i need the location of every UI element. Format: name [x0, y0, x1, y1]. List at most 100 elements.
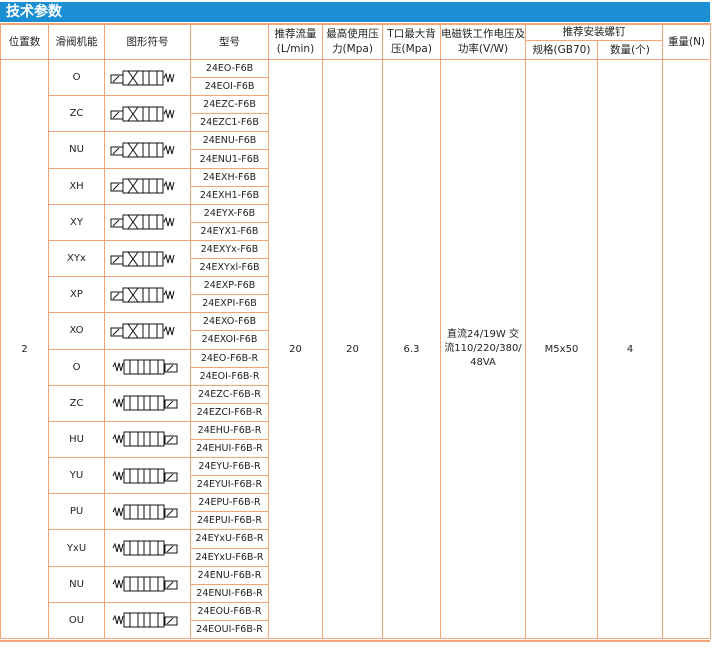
symbol-cell: [104, 131, 191, 169]
valve-symbol-icon: [110, 106, 174, 122]
symbol-cell: [104, 601, 191, 640]
spool-function-cell: ZC: [48, 95, 105, 133]
model-cell: 24EXOI-F6B: [190, 330, 269, 350]
symbol-cell: [104, 384, 191, 422]
symbol-cell: [104, 529, 191, 567]
spool-function-cell: XYx: [48, 239, 105, 278]
spool-function-cell: XP: [48, 276, 105, 314]
model-cell: 24EOI-F6B-R: [190, 366, 269, 386]
model-cell: 24ENUI-F6B-R: [190, 583, 269, 603]
header-voltage-power: 电磁铁工作电压及功率(V/W): [440, 23, 526, 60]
model-cell: 24EO-F6B: [190, 58, 269, 79]
spool-function-cell: NU: [48, 131, 105, 169]
symbol-cell: [104, 203, 191, 241]
symbol-cell: [104, 239, 191, 278]
valve-symbol-icon: [110, 70, 174, 86]
header-screw-spec: 规格(GB70): [525, 40, 598, 60]
spool-function-cell: YU: [48, 457, 105, 495]
table-row: XH 24EXH-F6B: [1, 167, 711, 205]
section-title: 技术参数: [0, 2, 710, 22]
model-cell: 24EZC1-F6B: [190, 113, 269, 133]
model-cell: 24EYUI-F6B-R: [190, 475, 269, 495]
model-cell: 24EYX-F6B: [190, 203, 269, 223]
header-t-back-pressure: T口最大背压(Mpa): [382, 23, 441, 60]
table-row: NU 24ENU-F6B: [1, 131, 711, 169]
model-cell: 24EYU-F6B-R: [190, 457, 269, 477]
table-row: 24EYX1-F6B: [1, 221, 711, 241]
symbol-cell: [104, 565, 191, 603]
table-row: 2 O 24EO-F6B 20 20 6.3 直流24/19W 交流110/220/380/…: [0, 58, 711, 639]
model-cell: 24EXP-F6B: [190, 276, 269, 296]
table-row: O 24EO-F6B-R: [1, 348, 711, 386]
header-symbol: 图形符号: [104, 23, 191, 60]
table-row: NU 24ENU-F6B-R: [1, 565, 711, 603]
table-row: 24EXH1-F6B: [1, 185, 711, 205]
spool-function-cell: XH: [48, 167, 105, 205]
model-cell: 24EXH-F6B: [190, 167, 269, 187]
valve-symbol-icon: [110, 287, 174, 303]
model-cell: 24EOUI-F6B-R: [190, 619, 269, 640]
screw-qty-cell: 4: [597, 59, 663, 639]
positions-cell: 2: [0, 59, 49, 639]
model-cell: 24EOU-F6B-R: [190, 601, 269, 621]
valve-symbol-icon: [110, 142, 174, 158]
spool-function-cell: NU: [48, 565, 105, 603]
model-cell: 24EZCI-F6B-R: [190, 402, 269, 422]
table-row: YU 24EYU-F6B-R: [1, 457, 711, 495]
model-cell: 24EYX1-F6B: [190, 221, 269, 241]
model-cell: 24EZC-F6B-R: [190, 384, 269, 404]
t-back-pressure-cell: 6.3: [382, 59, 441, 639]
model-cell: 24EPUI-F6B-R: [190, 511, 269, 531]
model-cell: 24EO-F6B-R: [190, 348, 269, 368]
table-row: PU 24EPU-F6B-R: [1, 493, 711, 531]
symbol-cell: [104, 348, 191, 386]
model-cell: 24EXPI-F6B: [190, 294, 269, 314]
valve-symbol-icon: [112, 540, 177, 556]
valve-symbol-icon: [112, 504, 177, 520]
table-row: HU 24EHU-F6B-R: [1, 420, 711, 459]
symbol-cell: [104, 420, 191, 459]
symbol-cell: [104, 58, 191, 97]
valve-symbol-icon: [112, 468, 177, 484]
header-screw-qty: 数量(个): [597, 40, 663, 60]
spool-function-cell: O: [48, 348, 105, 386]
table-row: ZC 24EZC-F6B: [1, 95, 711, 133]
valve-symbol-icon: [112, 395, 177, 411]
spool-function-cell: PU: [48, 493, 105, 531]
table-row: XO 24EXO-F6B: [1, 312, 711, 350]
model-cell: 24EXYxl-F6B: [190, 258, 269, 278]
valve-symbol-icon: [112, 359, 177, 375]
table-bottom-rule: [0, 640, 710, 642]
weight-cell: [662, 59, 711, 639]
spool-function-cell: XY: [48, 203, 105, 241]
header-model: 型号: [190, 23, 269, 60]
valve-symbol-icon: [110, 251, 174, 267]
valve-symbol-icon: [110, 323, 174, 339]
valve-symbol-icon: [110, 214, 174, 230]
header-positions: 位置数: [0, 23, 49, 60]
table-row: YxU 24EYxU-F6B-R: [1, 529, 711, 567]
model-cell: 24EXYx-F6B: [190, 239, 269, 260]
spool-function-cell: YxU: [48, 529, 105, 567]
max-pressure-cell: 20: [322, 59, 383, 639]
spec-table: 位置数 滑阀机能 图形符号 型号 推荐流量(L/min) 最高使用压力(Mpa)…: [0, 23, 711, 640]
model-cell: 24EHU-F6B-R: [190, 420, 269, 440]
spool-function-cell: XO: [48, 312, 105, 350]
symbol-cell: [104, 167, 191, 205]
flow-cell: 20: [268, 59, 323, 639]
model-cell: 24EXH1-F6B: [190, 185, 269, 205]
table-row: XY 24EYX-F6B: [1, 203, 711, 241]
header-spool-function: 滑阀机能: [48, 23, 105, 60]
table-row: 24EOUI-F6B-R: [1, 619, 711, 640]
valve-symbol-icon: [112, 431, 177, 447]
spool-function-cell: HU: [48, 420, 105, 459]
header-flow: 推荐流量(L/min): [268, 23, 323, 60]
valve-symbol-icon: [112, 612, 177, 628]
symbol-cell: [104, 312, 191, 350]
model-cell: 24ENU1-F6B: [190, 149, 269, 169]
model-cell: 24EZC-F6B: [190, 95, 269, 115]
valve-symbol-icon: [110, 178, 174, 194]
symbol-cell: [104, 457, 191, 495]
table-row: OU 24EOU-F6B-R: [1, 601, 711, 640]
model-cell: 24EHUI-F6B-R: [190, 438, 269, 459]
